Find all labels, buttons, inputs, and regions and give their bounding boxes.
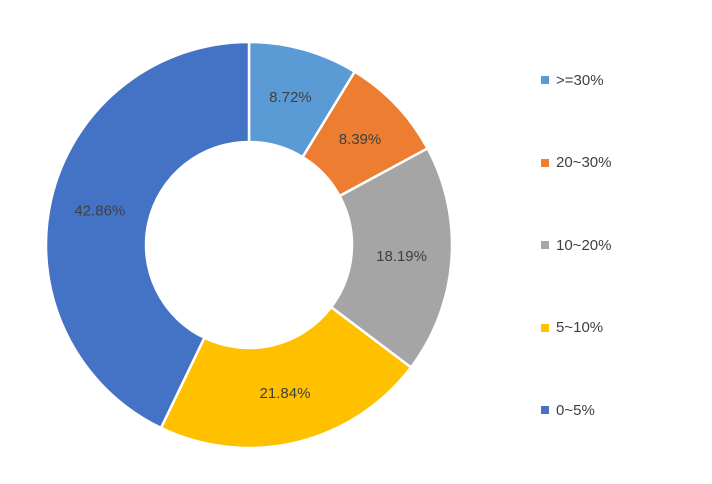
legend-label: 5~10%	[556, 319, 604, 336]
donut-slice	[159, 305, 413, 450]
slice-data-label: 8.39%	[339, 131, 382, 148]
legend-item: 0~5%	[541, 400, 595, 420]
legend-label: 20~30%	[556, 154, 612, 171]
legend-swatch	[541, 241, 549, 249]
slice-data-label: 18.19%	[376, 248, 427, 265]
legend-swatch	[541, 406, 549, 414]
donut-slices	[44, 40, 454, 450]
donut-slice	[44, 40, 251, 430]
slice-data-label: 8.72%	[269, 89, 312, 106]
legend-label: 0~5%	[556, 401, 595, 419]
legend-item: 5~10%	[541, 318, 603, 338]
legend-item: 10~20%	[541, 235, 611, 255]
slice-data-label: 21.84%	[260, 385, 311, 402]
legend-swatch	[541, 158, 549, 167]
legend-label: >=30%	[556, 71, 604, 89]
donut-data-labels: 8.72% 8.39% 18.19% 21.84% 42.86%	[74, 89, 427, 402]
legend-swatch	[541, 323, 549, 332]
donut-slice	[329, 146, 454, 370]
legend-label: 10~20%	[556, 236, 612, 254]
slice-data-label: 42.86%	[74, 202, 125, 219]
legend-item: >=30%	[541, 70, 604, 90]
legend-item: 20~30%	[541, 153, 611, 173]
legend-swatch	[541, 76, 549, 84]
